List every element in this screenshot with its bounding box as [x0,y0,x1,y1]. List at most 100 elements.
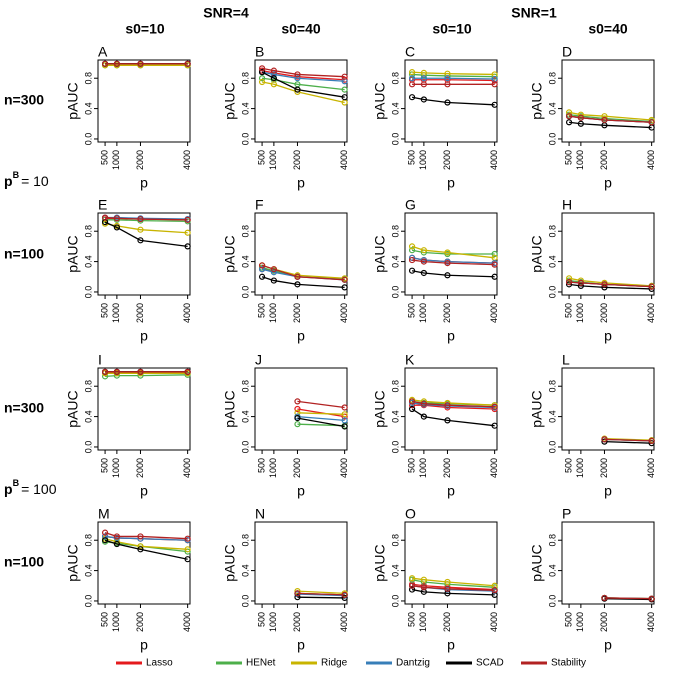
x-tick-label: 1000 [111,612,121,632]
point [270,81,277,88]
point [408,575,416,582]
x-tick-label: 4000 [182,612,192,632]
series-line [568,283,652,290]
pb-label: pB = 100 [4,478,57,496]
point [294,71,301,78]
point [137,60,144,67]
point [101,214,109,221]
y-tick-label: 0.8 [83,534,93,547]
x-tick-label: 4000 [182,150,192,170]
y-tick-label: 0.0 [83,286,93,299]
x-tick-label: 2000 [292,150,302,170]
y-tick-label: 0.8 [83,380,93,393]
point [341,404,348,411]
y-tick-label: 0.8 [390,534,400,547]
snr-header: SNR=1 [511,5,557,21]
panel-label: J [255,352,262,368]
series-line [297,412,345,415]
panel-label: I [98,352,102,368]
point [420,96,427,103]
point [601,281,608,288]
y-tick-label: 0.0 [240,133,250,146]
x-tick-label: 500 [563,612,573,627]
series-line [261,71,345,98]
series-line [261,69,345,81]
point [113,533,120,540]
y-tick-label: 0.4 [390,410,400,423]
point [113,368,120,375]
x-tick-label: 500 [406,303,416,318]
x-tick-label: 4000 [182,303,192,323]
x-axis-label: p [140,175,148,191]
series-line [411,579,495,588]
point [137,215,144,223]
point [601,438,608,445]
row-header: n=100 [4,246,44,262]
point [491,587,498,594]
pb-symbol: p [4,173,13,189]
point [270,71,277,78]
plot-frame [561,521,655,605]
panel-label: H [562,197,572,213]
pb-rest: = 100 [21,481,57,497]
point [101,368,109,375]
point [137,368,144,375]
point [258,75,266,82]
y-axis-label: pAUC [529,235,545,272]
x-tick-label: 1000 [268,303,278,323]
series-line [568,111,652,121]
x-tick-label: 4000 [646,150,656,170]
series-line [568,114,652,123]
y-tick-label: 0.4 [240,102,250,115]
point [294,273,301,280]
y-tick-label: 0.8 [83,72,93,85]
plot-frame [97,367,191,451]
x-tick-label: 4000 [339,458,349,478]
point [341,417,348,424]
series-line [297,417,345,428]
x-axis-label: p [604,175,612,191]
x-tick-label: 1000 [268,150,278,170]
y-axis-label: pAUC [65,390,81,427]
series-line [411,257,495,264]
series-line [568,277,652,287]
row-header: n=300 [4,400,44,416]
series-line [104,221,188,248]
point [491,422,498,429]
series-line [261,67,345,78]
series-line [261,276,345,289]
x-tick-label: 500 [256,150,266,165]
point [341,411,348,418]
y-tick-label: 0.8 [547,534,557,547]
y-axis-label: pAUC [222,82,238,119]
y-axis-label: pAUC [372,235,388,272]
y-tick-label: 0.8 [390,380,400,393]
x-tick-label: 4000 [339,303,349,323]
panel-label: P [562,506,571,522]
y-tick-label: 0.0 [240,286,250,299]
x-tick-label: 500 [99,458,109,473]
y-axis-label: pAUC [372,82,388,119]
series-line [411,588,495,596]
series-line [297,400,345,409]
snr-header: SNR=4 [203,5,249,21]
col-header: s0=10 [432,21,472,37]
y-axis-label: pAUC [529,544,545,581]
pb-label: pB = 10 [4,170,49,188]
point [270,277,277,284]
point [184,216,191,223]
point [270,67,277,74]
x-axis-label: p [297,483,305,499]
y-tick-label: 0.4 [240,564,250,577]
point [408,75,416,82]
x-axis-label: p [447,328,455,344]
point [270,266,277,273]
x-tick-label: 1000 [111,150,121,170]
x-tick-label: 500 [406,612,416,627]
legend-label: Lasso [146,658,173,669]
series-line [261,81,345,104]
point [420,400,427,407]
y-tick-label: 0.4 [547,564,557,577]
y-tick-label: 0.4 [240,410,250,423]
point [408,586,416,593]
